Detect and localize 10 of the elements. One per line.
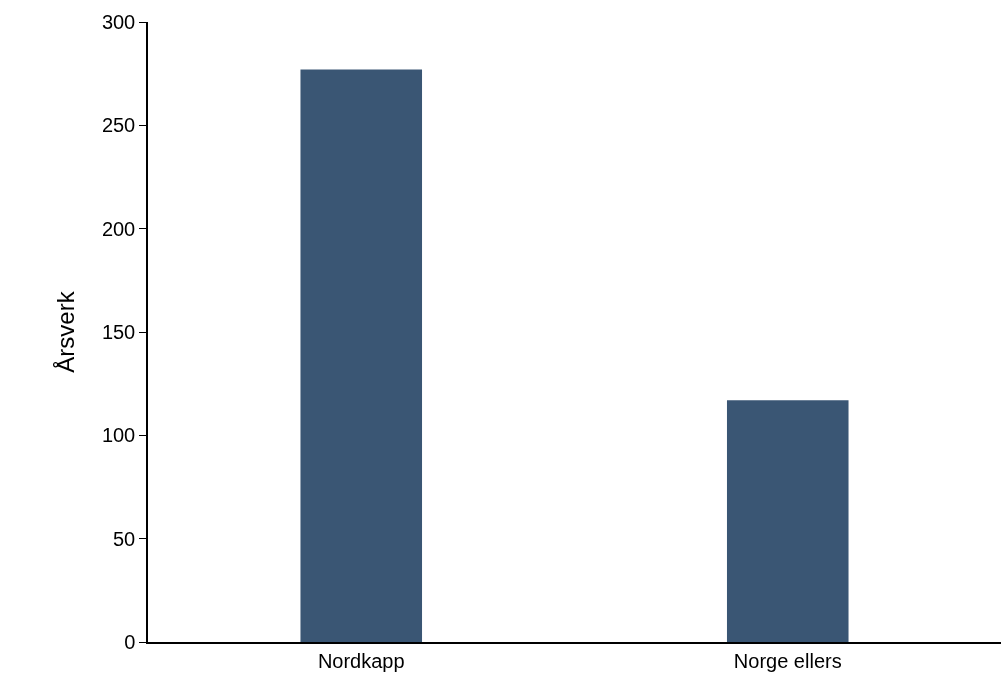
y-tick-label: 250	[101, 114, 136, 137]
x-tick-label: Norge ellers	[733, 649, 842, 672]
y-tick-label: 200	[101, 217, 136, 240]
y-tick-label: 150	[101, 321, 136, 343]
y-tick-label: 300	[101, 11, 136, 33]
x-tick-label: Nordkapp	[317, 649, 405, 672]
y-tick-label: 0	[124, 631, 136, 653]
y-tick-label: 50	[113, 527, 136, 550]
y-tick-label: 100	[101, 424, 136, 447]
y-axis-title: Årsverk	[52, 290, 80, 373]
